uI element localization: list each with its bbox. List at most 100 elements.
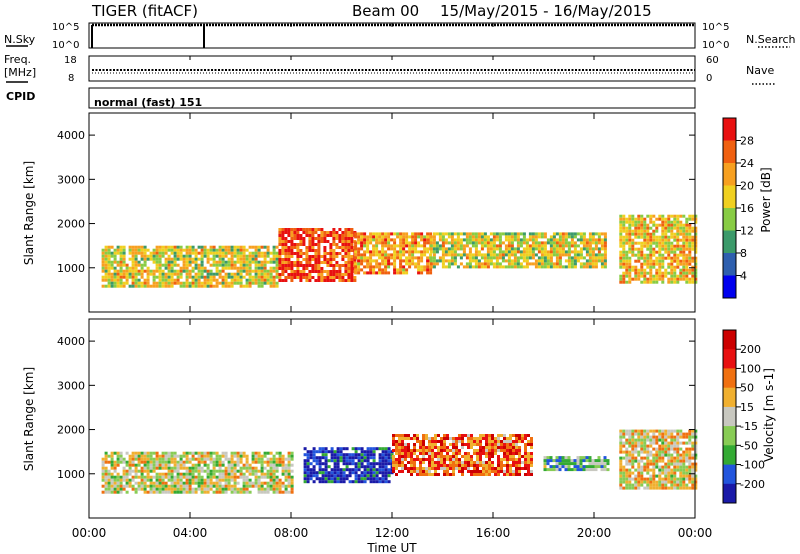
data-cell xyxy=(510,241,514,245)
data-cell xyxy=(287,472,291,476)
data-cell xyxy=(694,447,698,451)
data-cell xyxy=(293,231,297,234)
data-cell xyxy=(324,471,328,475)
data-cell xyxy=(275,463,279,467)
data-cell xyxy=(691,235,695,239)
data-cell xyxy=(428,464,431,467)
data-cell xyxy=(104,257,108,261)
data-cell xyxy=(518,440,521,443)
data-cell xyxy=(643,256,647,260)
data-cell xyxy=(266,457,270,461)
data-cell xyxy=(113,260,117,264)
data-cell xyxy=(378,232,382,236)
data-cell xyxy=(649,438,653,442)
data-cell xyxy=(378,468,382,472)
data-cell xyxy=(278,231,282,234)
data-cell xyxy=(658,268,662,272)
data-cell xyxy=(652,462,656,466)
data-cell xyxy=(287,252,291,255)
data-cell xyxy=(176,454,180,458)
data-cell xyxy=(324,462,328,466)
data-cell xyxy=(555,244,559,248)
data-cell xyxy=(637,486,641,490)
data-cell xyxy=(218,484,222,488)
data-cell xyxy=(441,232,445,236)
data-cell xyxy=(245,248,249,252)
data-cell xyxy=(401,449,404,452)
data-cell xyxy=(494,446,497,449)
data-cell xyxy=(537,265,541,269)
data-cell xyxy=(131,260,135,264)
data-cell xyxy=(661,477,665,481)
data-cell xyxy=(631,465,635,469)
data-cell xyxy=(200,484,204,488)
data-cell xyxy=(287,228,291,231)
data-cell xyxy=(524,437,527,440)
data-cell xyxy=(401,467,404,470)
data-cell xyxy=(661,468,665,472)
data-cell xyxy=(140,281,144,285)
data-cell xyxy=(341,255,345,258)
colorbar-tick-label: -50 xyxy=(740,439,758,452)
data-cell xyxy=(685,274,689,278)
data-cell xyxy=(194,248,198,252)
data-cell xyxy=(634,441,638,445)
data-cell xyxy=(239,254,243,258)
data-cell xyxy=(378,256,382,260)
data-cell xyxy=(537,235,541,239)
colorbar-segment xyxy=(723,118,736,141)
data-cell xyxy=(194,490,198,494)
data-cell xyxy=(269,469,273,473)
data-cell xyxy=(233,475,237,479)
data-cell xyxy=(634,438,638,442)
data-cell xyxy=(694,259,698,263)
data-cell xyxy=(206,278,210,282)
data-cell xyxy=(676,241,680,245)
data-cell xyxy=(399,235,403,239)
data-cell xyxy=(625,429,629,433)
data-cell xyxy=(510,247,514,251)
data-cell xyxy=(278,481,282,485)
data-cell xyxy=(449,458,452,461)
data-cell xyxy=(390,232,394,236)
data-cell xyxy=(146,454,150,458)
data-cell xyxy=(387,456,391,460)
data-cell xyxy=(275,460,279,464)
data-cell xyxy=(543,241,547,245)
data-cell xyxy=(658,471,662,475)
data-cell xyxy=(107,272,111,276)
data-cell xyxy=(664,271,668,275)
data-cell xyxy=(146,466,150,470)
data-cell xyxy=(461,443,464,446)
colorbar-tick-label: 16 xyxy=(740,202,754,215)
data-cell xyxy=(429,265,433,269)
data-cell xyxy=(107,454,111,458)
data-cell xyxy=(570,256,574,260)
data-cell xyxy=(324,465,328,469)
data-cell xyxy=(185,484,189,488)
data-cell xyxy=(510,244,514,248)
data-cell xyxy=(658,244,662,248)
data-cell xyxy=(393,232,397,236)
data-cell xyxy=(443,443,446,446)
data-cell xyxy=(685,223,689,227)
data-cell xyxy=(530,452,533,455)
data-cell xyxy=(167,278,171,282)
data-cell xyxy=(465,265,469,269)
data-cell xyxy=(251,254,255,258)
data-cell xyxy=(673,247,677,251)
data-cell xyxy=(452,446,455,449)
data-cell xyxy=(434,455,437,458)
colorbar-tick-label: -200 xyxy=(740,478,765,491)
data-cell xyxy=(495,235,499,239)
data-cell xyxy=(625,280,629,284)
data-cell xyxy=(446,446,449,449)
data-cell xyxy=(432,256,436,260)
data-cell xyxy=(524,434,527,437)
data-cell xyxy=(655,480,659,484)
data-cell xyxy=(640,483,644,487)
data-cell xyxy=(576,465,580,469)
data-cell xyxy=(431,446,434,449)
data-cell xyxy=(682,256,686,260)
data-cell xyxy=(179,281,183,285)
